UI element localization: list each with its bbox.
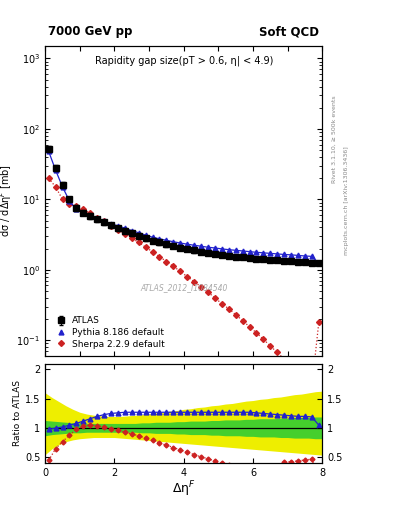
- Pythia 8.186 default: [254, 249, 259, 255]
- X-axis label: Δη$^F$: Δη$^F$: [172, 480, 196, 499]
- Pythia 8.186 default: [275, 251, 279, 257]
- Sherpa 2.2.9 default: [108, 222, 113, 228]
- Sherpa 2.2.9 default: [233, 312, 238, 318]
- Sherpa 2.2.9 default: [192, 279, 196, 285]
- Sherpa 2.2.9 default: [219, 301, 224, 307]
- Pythia 8.186 default: [81, 210, 86, 216]
- Text: Rivet 3.1.10, ≥ 500k events: Rivet 3.1.10, ≥ 500k events: [332, 95, 337, 183]
- Sherpa 2.2.9 default: [240, 317, 245, 324]
- Sherpa 2.2.9 default: [46, 175, 51, 181]
- Pythia 8.186 default: [296, 252, 300, 259]
- Sherpa 2.2.9 default: [67, 201, 72, 207]
- Sherpa 2.2.9 default: [60, 196, 65, 202]
- Sherpa 2.2.9 default: [143, 244, 148, 250]
- Sherpa 2.2.9 default: [213, 295, 217, 301]
- Text: ATLAS_2012_I1084540: ATLAS_2012_I1084540: [140, 283, 228, 292]
- Sherpa 2.2.9 default: [123, 231, 127, 237]
- Pythia 8.186 default: [199, 243, 204, 249]
- Sherpa 2.2.9 default: [275, 349, 279, 355]
- Sherpa 2.2.9 default: [81, 206, 86, 212]
- Pythia 8.186 default: [150, 234, 155, 240]
- Text: Soft QCD: Soft QCD: [259, 25, 320, 38]
- Pythia 8.186 default: [116, 223, 120, 229]
- Sherpa 2.2.9 default: [282, 356, 286, 362]
- Pythia 8.186 default: [192, 242, 196, 248]
- Pythia 8.186 default: [171, 239, 176, 245]
- Sherpa 2.2.9 default: [136, 240, 141, 246]
- Sherpa 2.2.9 default: [116, 226, 120, 232]
- Sherpa 2.2.9 default: [206, 289, 210, 295]
- Sherpa 2.2.9 default: [316, 319, 321, 325]
- Pythia 8.186 default: [310, 253, 314, 260]
- Pythia 8.186 default: [136, 230, 141, 236]
- Sherpa 2.2.9 default: [303, 376, 307, 382]
- Sherpa 2.2.9 default: [88, 210, 93, 217]
- Sherpa 2.2.9 default: [261, 336, 266, 343]
- Text: 7000 GeV pp: 7000 GeV pp: [48, 25, 132, 38]
- Pythia 8.186 default: [226, 247, 231, 253]
- Pythia 8.186 default: [74, 206, 79, 212]
- Pythia 8.186 default: [157, 236, 162, 242]
- Pythia 8.186 default: [282, 251, 286, 258]
- Sherpa 2.2.9 default: [171, 263, 176, 269]
- Sherpa 2.2.9 default: [102, 219, 107, 225]
- Sherpa 2.2.9 default: [178, 268, 183, 274]
- Sherpa 2.2.9 default: [247, 324, 252, 330]
- Text: Rapidity gap size(pT > 0.6, η| < 4.9): Rapidity gap size(pT > 0.6, η| < 4.9): [95, 55, 273, 66]
- Sherpa 2.2.9 default: [296, 369, 300, 375]
- Text: mcplots.cern.ch [arXiv:1306.3436]: mcplots.cern.ch [arXiv:1306.3436]: [344, 146, 349, 255]
- Pythia 8.186 default: [46, 148, 51, 155]
- Y-axis label: Ratio to ATLAS: Ratio to ATLAS: [13, 380, 22, 446]
- Pythia 8.186 default: [67, 198, 72, 204]
- Sherpa 2.2.9 default: [164, 259, 169, 265]
- Pythia 8.186 default: [143, 232, 148, 238]
- Sherpa 2.2.9 default: [310, 383, 314, 390]
- Sherpa 2.2.9 default: [150, 249, 155, 255]
- Pythia 8.186 default: [108, 221, 113, 227]
- Pythia 8.186 default: [53, 167, 58, 173]
- Sherpa 2.2.9 default: [185, 273, 189, 280]
- Pythia 8.186 default: [289, 252, 294, 258]
- Pythia 8.186 default: [233, 247, 238, 253]
- Sherpa 2.2.9 default: [226, 306, 231, 312]
- Pythia 8.186 default: [247, 248, 252, 254]
- Pythia 8.186 default: [206, 244, 210, 250]
- Pythia 8.186 default: [164, 237, 169, 243]
- Pythia 8.186 default: [185, 241, 189, 247]
- Pythia 8.186 default: [178, 240, 183, 246]
- Pythia 8.186 default: [240, 248, 245, 254]
- Pythia 8.186 default: [123, 225, 127, 231]
- Line: Sherpa 2.2.9 default: Sherpa 2.2.9 default: [47, 176, 321, 389]
- Pythia 8.186 default: [95, 216, 99, 222]
- Sherpa 2.2.9 default: [129, 235, 134, 241]
- Legend: ATLAS, Pythia 8.186 default, Sherpa 2.2.9 default: ATLAS, Pythia 8.186 default, Sherpa 2.2.…: [50, 313, 168, 351]
- Sherpa 2.2.9 default: [95, 215, 99, 221]
- Pythia 8.186 default: [88, 213, 93, 219]
- Pythia 8.186 default: [213, 245, 217, 251]
- Pythia 8.186 default: [316, 260, 321, 266]
- Pythia 8.186 default: [60, 184, 65, 190]
- Pythia 8.186 default: [268, 250, 273, 257]
- Pythia 8.186 default: [303, 253, 307, 259]
- Sherpa 2.2.9 default: [74, 203, 79, 209]
- Sherpa 2.2.9 default: [53, 184, 58, 190]
- Pythia 8.186 default: [129, 227, 134, 233]
- Sherpa 2.2.9 default: [199, 284, 204, 290]
- Pythia 8.186 default: [261, 250, 266, 256]
- Line: Pythia 8.186 default: Pythia 8.186 default: [46, 149, 321, 265]
- Sherpa 2.2.9 default: [157, 253, 162, 260]
- Y-axis label: dσ / dΔη$^F$ [mb]: dσ / dΔη$^F$ [mb]: [0, 164, 14, 238]
- Pythia 8.186 default: [219, 246, 224, 252]
- Sherpa 2.2.9 default: [254, 330, 259, 336]
- Pythia 8.186 default: [102, 218, 107, 224]
- Sherpa 2.2.9 default: [268, 343, 273, 349]
- Sherpa 2.2.9 default: [289, 363, 294, 369]
